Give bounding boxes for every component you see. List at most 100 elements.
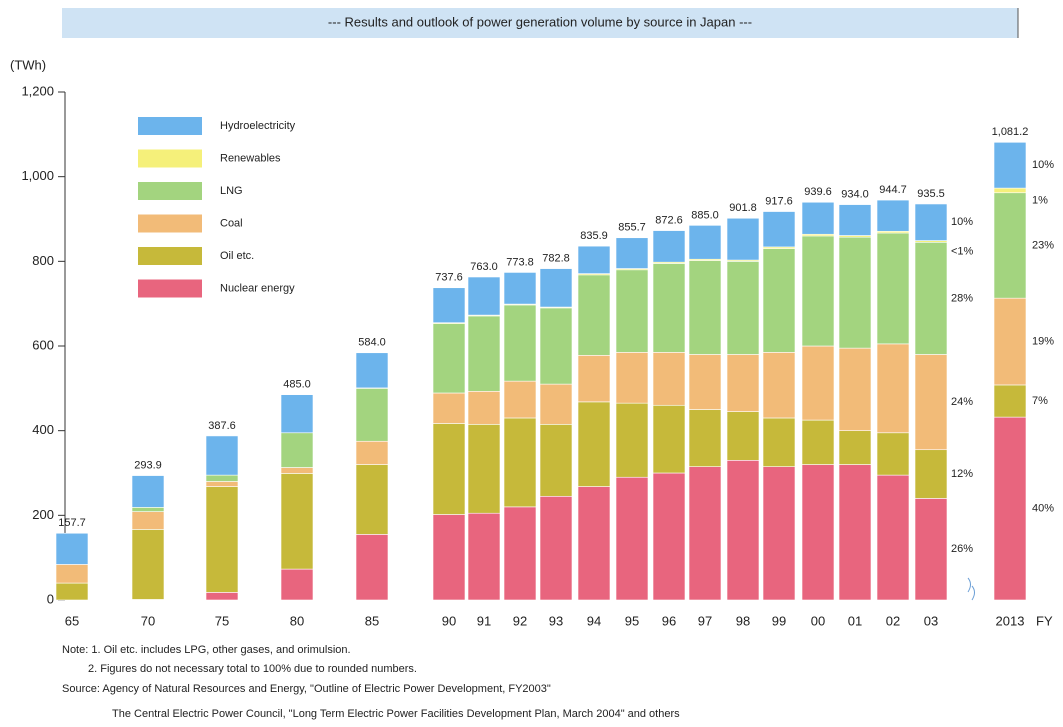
bar-segment [615,352,649,404]
bar-segment [993,384,1027,418]
total-label: 944.7 [879,184,907,196]
bar-segment [432,392,466,424]
bar-segment [280,432,314,468]
bar-segment [652,352,686,406]
source: The Central Electric Power Council, "Lon… [112,708,680,720]
y-tick-label: 1,200 [21,83,54,98]
bar-segment [55,564,89,584]
bar-segment [914,203,948,241]
bar-segment [539,307,573,385]
bar-segment [652,230,686,263]
legend-swatch [138,117,202,135]
bar-segment [615,237,649,269]
source: Source: Agency of Natural Resources and … [62,683,551,695]
y-axis-label: (TWh) [10,57,46,72]
y-tick-label: 400 [32,422,54,437]
bar-segment [577,355,611,403]
bar-segment [577,401,611,487]
share-label: <1% [951,245,974,257]
total-label: 917.6 [765,195,793,207]
bar-segment [993,297,1027,386]
bar-segment [355,352,389,389]
x-tick-label: 01 [848,613,862,628]
bar-segment [726,411,760,461]
bar-segment [467,276,501,316]
bar-segment [688,354,722,410]
bar-segment [615,402,649,478]
bar-segment [503,506,537,601]
total-label: 485.0 [283,379,311,391]
legend-swatch [138,247,202,265]
bar-segment [688,260,722,355]
total-label: 901.8 [729,202,757,214]
y-tick-label: 600 [32,337,54,352]
bar-segment [914,498,948,601]
bar-segment [876,432,910,476]
total-label: 387.6 [208,420,236,432]
bar-segment [539,424,573,497]
bar-segment [205,486,239,593]
bar-segment [993,141,1027,189]
total-label: 872.6 [655,215,683,227]
y-tick-label: 0 [47,591,54,606]
title-banner [62,8,1018,38]
bar-segment [432,514,466,601]
x-tick-label: 92 [513,613,527,628]
legend-swatch [138,149,202,168]
bar-segment [131,511,165,530]
x-tick-label: 70 [141,613,155,628]
x-tick-label: 93 [549,613,563,628]
share-label: 40% [1032,502,1054,514]
bar-segment [280,467,314,474]
bar-segment [726,459,760,601]
total-label: 737.6 [435,272,463,284]
bar-segment [726,217,760,261]
bar-segment [539,495,573,601]
bar-segment [652,263,686,353]
x-tick-label: 90 [442,613,456,628]
bar-segment [993,192,1027,299]
bar-segment [838,464,872,601]
bar-segment [55,582,89,601]
share-label: 24% [951,396,973,408]
total-label: 1,081.2 [992,126,1029,138]
bar-segment [801,419,835,465]
share-label: 26% [951,543,973,555]
bar-segment [838,347,872,431]
bar-segment [876,343,910,434]
bar-segment [652,472,686,601]
legend-label: Renewables [220,152,281,164]
x-tick-label: 96 [662,613,676,628]
note: 2. Figures do not necessary total to 100… [88,663,417,675]
bar-segment [838,236,872,349]
x-tick-label: 98 [736,613,750,628]
bar-segment [762,248,796,353]
bar-segment [726,354,760,412]
bar-segment [801,345,835,421]
bar-segment [131,475,165,508]
x-tick-label: 91 [477,613,491,628]
x-tick-label: 65 [65,613,79,628]
bar-segment [652,404,686,474]
bar-segment [55,532,89,565]
x-tick-label: 95 [625,613,639,628]
bar-segment [762,417,796,467]
bar-segment [801,464,835,601]
total-label: 934.0 [841,189,869,201]
note: Note: 1. Oil etc. includes LPG, other ga… [62,644,351,656]
share-label: 12% [951,468,973,480]
bar-segment [993,187,1027,194]
legend-label: Nuclear energy [220,282,295,294]
axis-break [967,577,975,601]
bar-segment [577,245,611,274]
bar-segment [432,423,466,515]
legend-label: LNG [220,185,243,197]
total-label: 935.5 [917,188,945,200]
x-axis-label: FY [1036,613,1053,628]
x-tick-label: 99 [772,613,786,628]
y-tick-label: 1,000 [21,168,54,183]
bar-segment [467,390,501,425]
total-label: 782.8 [542,253,570,265]
bar-segment [467,512,501,601]
